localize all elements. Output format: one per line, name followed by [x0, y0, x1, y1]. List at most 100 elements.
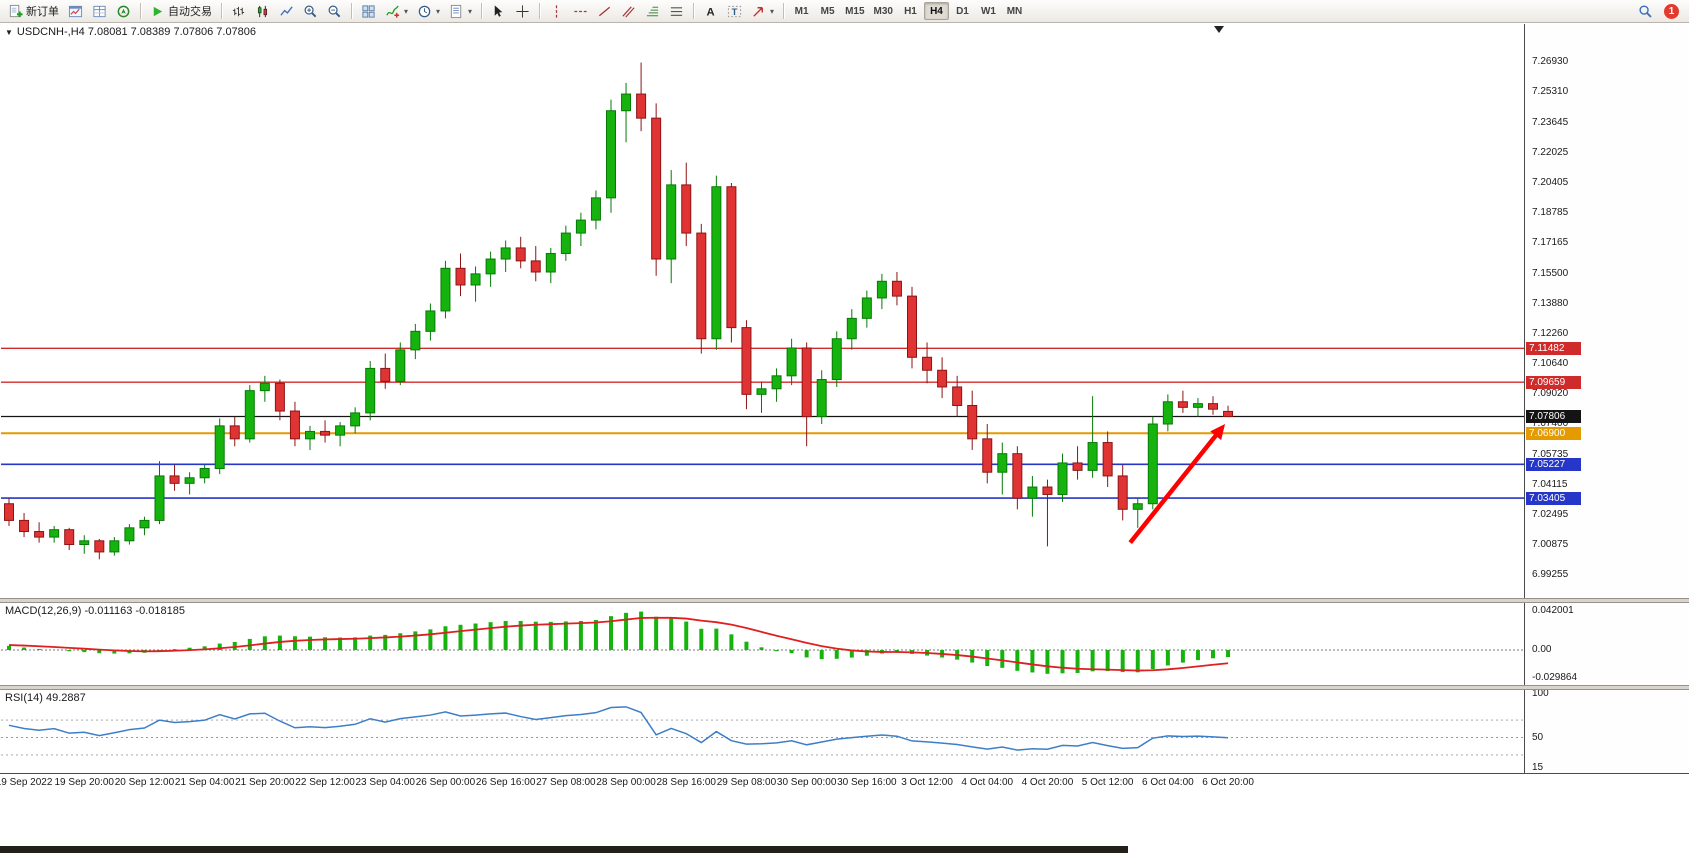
macd-chart-canvas[interactable]: [1, 603, 1524, 685]
time-axis-label: 5 Oct 12:00: [1081, 777, 1134, 788]
chart-shift-marker-icon[interactable]: [1214, 26, 1224, 33]
panel-separator[interactable]: [0, 685, 1689, 690]
indicators-button[interactable]: ▾: [381, 1, 412, 21]
price-axis-label: 7.23645: [1532, 116, 1569, 128]
timeframe-M30[interactable]: M30: [870, 2, 897, 20]
price-axis-label: 7.02495: [1532, 508, 1569, 520]
new-order-icon: [9, 4, 23, 17]
trend-arrow[interactable]: [1128, 431, 1220, 545]
price-axis-label: 7.22025: [1532, 146, 1569, 158]
time-axis-label: 26 Sep 00:00: [415, 777, 476, 788]
rsi-axis[interactable]: 100 50 15: [1524, 688, 1689, 773]
text-label-tool-button[interactable]: T: [723, 1, 746, 21]
time-axis-label: 6 Oct 20:00: [1202, 777, 1254, 788]
price-axis[interactable]: 7.26930 7.25310 7.23645 7.22025 7.20405 7.187…: [1524, 24, 1689, 598]
objects-list-tool-button[interactable]: [665, 1, 688, 21]
timeframe-H1[interactable]: H1: [898, 2, 923, 20]
horizontal-line-tool-button[interactable]: [569, 1, 592, 21]
dropdown-caret-icon: ▾: [468, 6, 473, 16]
time-axis-label: 23 Sep 04:00: [355, 777, 416, 788]
time-axis[interactable]: 19 Sep 2022 19 Sep 20:00 20 Sep 12:00 21 Se…: [0, 773, 1689, 791]
macd-signal-line[interactable]: [8, 616, 1229, 672]
time-axis-label: 29 Sep 08:00: [716, 777, 777, 788]
indicators-icon: [386, 5, 400, 18]
cursor-tool-button[interactable]: [487, 1, 510, 21]
rsi-chart-canvas[interactable]: [1, 690, 1524, 773]
notification-badge[interactable]: 1: [1664, 3, 1679, 19]
price-axis-label: 6.99255: [1532, 569, 1569, 580]
time-axis-label: 21 Sep 20:00: [235, 777, 295, 788]
zoom-in-icon: [304, 5, 317, 17]
horizontal-line-objects: [1, 347, 1524, 499]
chart-collapse-icon[interactable]: ▼: [5, 28, 13, 37]
tile-windows-button[interactable]: [357, 1, 380, 21]
toolbar-separator: [693, 3, 695, 19]
time-axis-label: 6 Oct 04:00: [1141, 777, 1194, 788]
price-tag-7.06900: 7.06900: [1526, 426, 1581, 440]
toolbar-separator: [221, 3, 222, 19]
timeframe-H4[interactable]: H4: [923, 2, 949, 20]
rsi-line[interactable]: [8, 706, 1229, 751]
new-order-button[interactable]: 新订单: [4, 1, 63, 21]
price-axis-label: 7.05735: [1532, 448, 1569, 460]
objects-grid-icon: [670, 6, 683, 16]
market-watch-icon: [93, 5, 106, 17]
templates-button[interactable]: ▾: [445, 1, 476, 21]
vertical-line-tool-button[interactable]: [545, 1, 568, 21]
price-axis-label: 7.09020: [1532, 387, 1569, 399]
periods-button[interactable]: ▾: [413, 1, 444, 21]
dropdown-caret-icon: ▾: [436, 6, 441, 16]
autotrading-label: 自动交易: [168, 6, 212, 18]
timeframe-W1[interactable]: W1: [976, 2, 1001, 20]
search-button[interactable]: [1634, 1, 1657, 21]
timeframe-M15[interactable]: M15: [841, 2, 868, 20]
zoom-out-button[interactable]: [323, 1, 346, 21]
price-tag-7.11482: 7.11482: [1526, 341, 1581, 355]
horizontal-scrollbar[interactable]: [0, 846, 1128, 853]
price-tag-7.03405: 7.03405: [1526, 491, 1581, 505]
price-axis-label: 7.10640: [1532, 357, 1569, 369]
autotrading-button[interactable]: 自动交易: [146, 1, 216, 21]
candlestick-mode-button[interactable]: [251, 1, 274, 21]
line-chart-mode-button[interactable]: [275, 1, 298, 21]
rsi-legend: RSI(14) 49.2887: [5, 692, 86, 704]
candlestick-chart-canvas[interactable]: [1, 24, 1524, 598]
clock-icon: [418, 5, 431, 17]
time-axis-label: 30 Sep 00:00: [776, 777, 837, 788]
autotrading-icon: [153, 6, 163, 16]
price-axis-label: 7.26930: [1532, 55, 1569, 67]
rsi-axis-label: 100: [1532, 688, 1549, 699]
toolbar-right-group: 1: [1634, 1, 1685, 21]
candles-layer[interactable]: [4, 62, 1234, 560]
svg-text:T: T: [732, 6, 738, 16]
timeframe-D1[interactable]: D1: [950, 2, 975, 20]
price-axis-label: 7.07400: [1532, 418, 1569, 430]
chart-legend: ▼ USDCNH-,H4 7.08081 7.08389 7.07806 7.07…: [5, 26, 256, 38]
bar-chart-mode-button[interactable]: [227, 1, 250, 21]
fibonacci-tool-button[interactable]: [641, 1, 664, 21]
svg-text:A: A: [706, 6, 714, 18]
trend-arrow-head[interactable]: [1210, 424, 1226, 441]
macd-panel: MACD(12,26,9) -0.011163 -0.018185 0.0420…: [0, 603, 1689, 685]
panel-separator[interactable]: [0, 598, 1689, 603]
timeframe-M1[interactable]: M1: [789, 2, 814, 20]
text-tool-button[interactable]: A: [699, 1, 722, 21]
rsi-axis-label: 15: [1532, 761, 1544, 773]
charts-window-button[interactable]: [64, 1, 87, 21]
zoom-in-button[interactable]: [299, 1, 322, 21]
macd-histogram[interactable]: [7, 611, 1231, 674]
navigator-icon: [117, 5, 130, 17]
crosshair-icon: [516, 4, 529, 18]
arrows-tool-button[interactable]: ▾: [747, 1, 778, 21]
price-tag-7.05227: 7.05227: [1526, 457, 1581, 471]
time-axis-label: 22 Sep 12:00: [295, 777, 355, 788]
trendline-tool-button[interactable]: [593, 1, 616, 21]
market-watch-button[interactable]: [88, 1, 111, 21]
fibonacci-icon: [646, 6, 659, 16]
channel-tool-button[interactable]: [617, 1, 640, 21]
macd-axis[interactable]: 0.042001 0.00 -0.029864: [1524, 603, 1689, 685]
crosshair-tool-button[interactable]: [511, 1, 534, 21]
timeframe-MN[interactable]: MN: [1002, 2, 1027, 20]
timeframe-M5[interactable]: M5: [815, 2, 840, 20]
navigator-button[interactable]: [112, 1, 135, 21]
